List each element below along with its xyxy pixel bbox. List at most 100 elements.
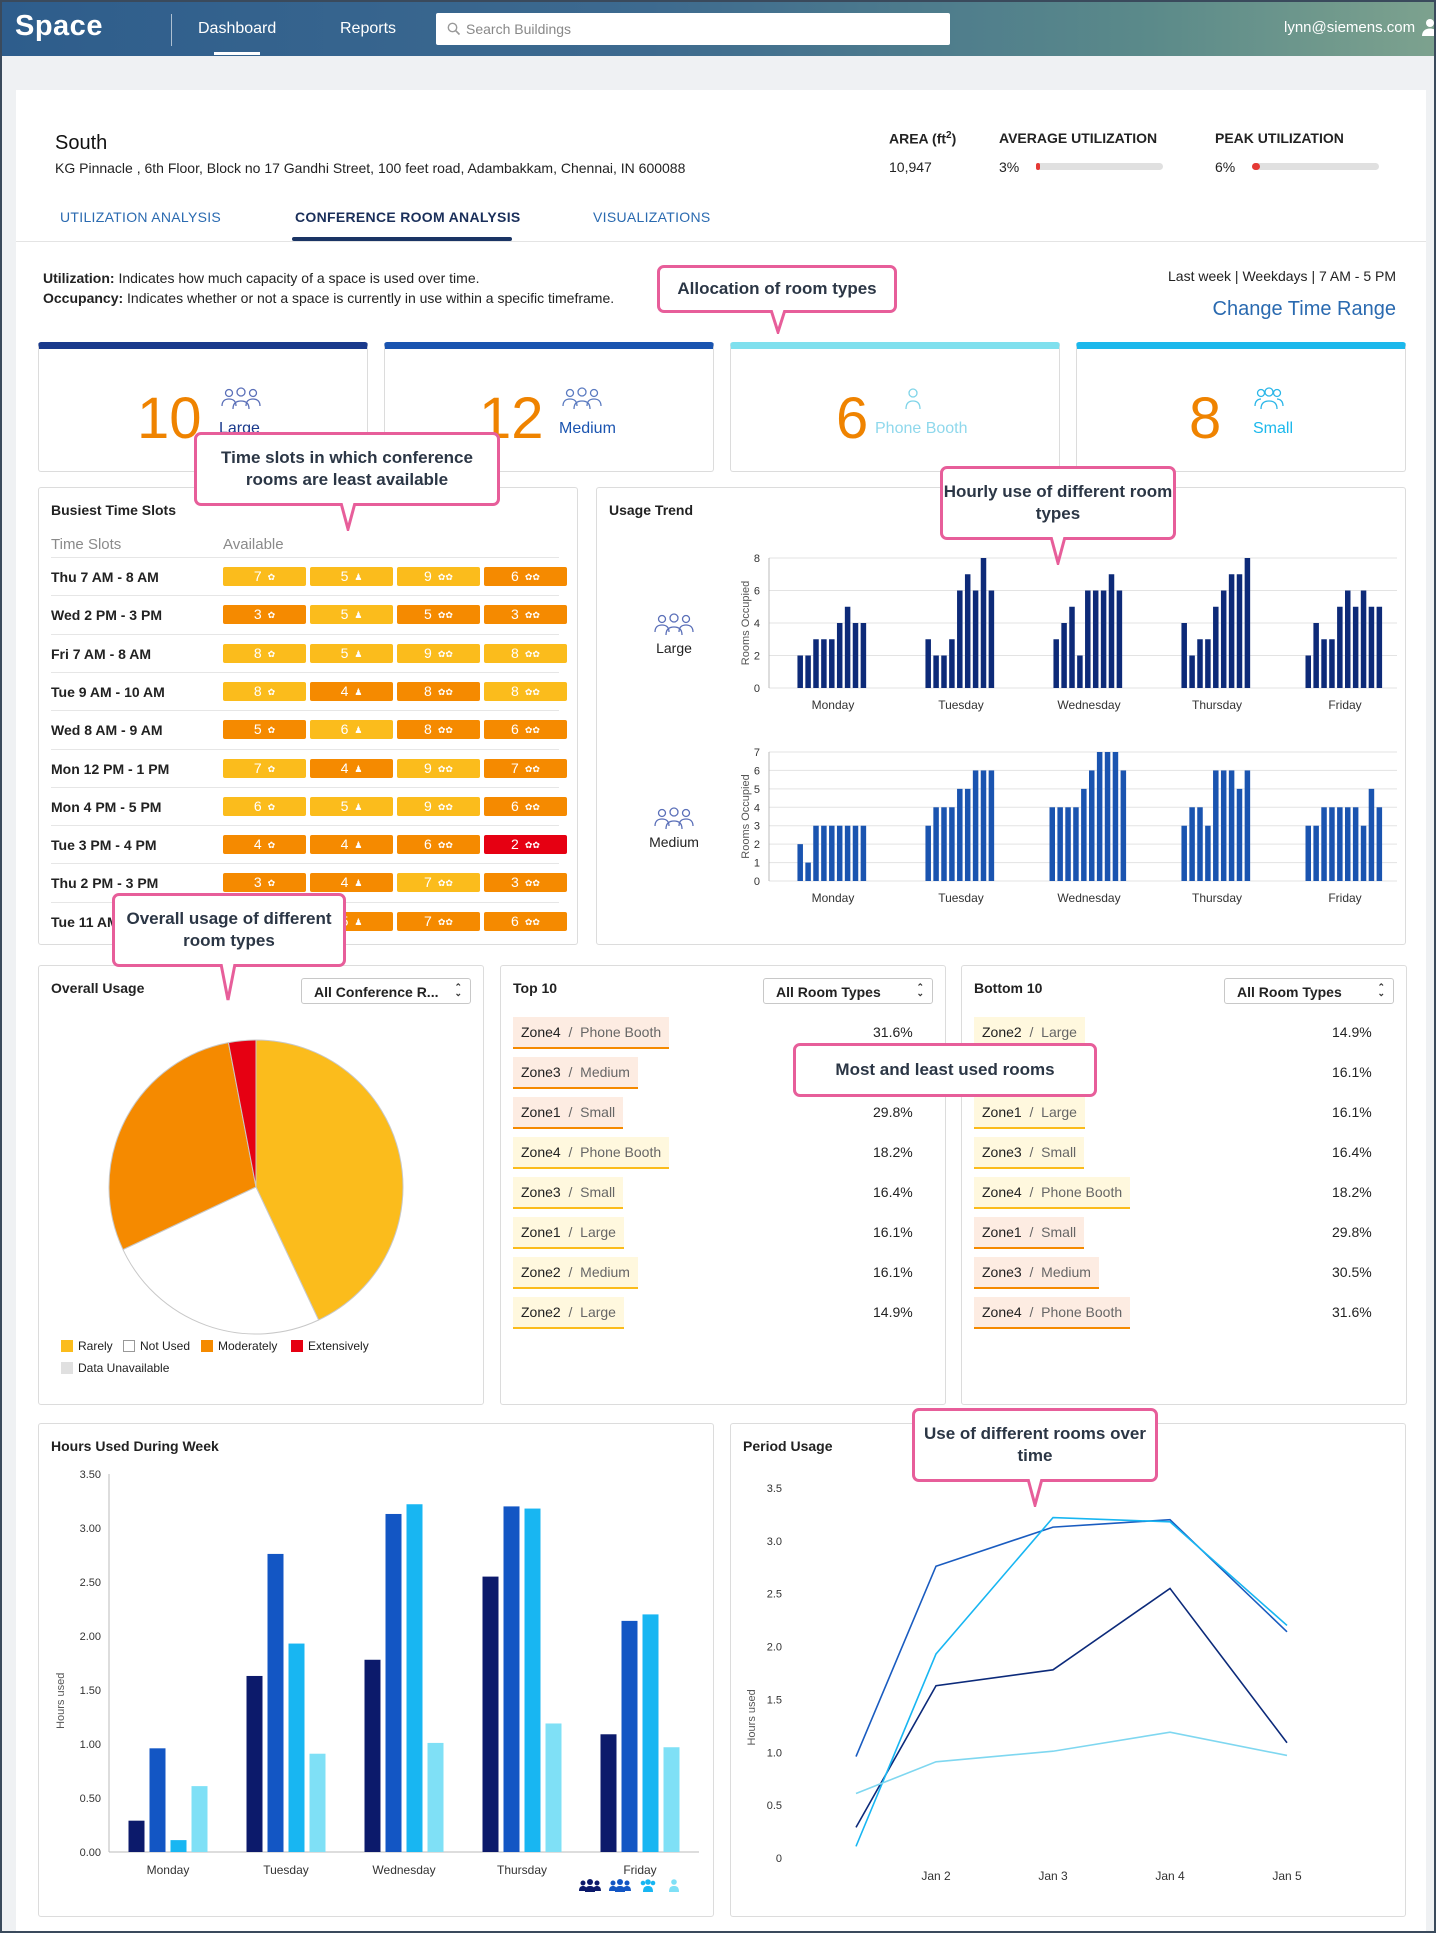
bar <box>813 639 819 688</box>
list-item[interactable]: Zone4 / Phone Booth 31.6% <box>974 1297 1394 1329</box>
change-time-range-link[interactable]: Change Time Range <box>1212 298 1396 320</box>
zone-tag: Zone2 / Large <box>513 1297 624 1329</box>
time-range-text: Last week | Weekdays | 7 AM - 5 PM <box>1168 268 1396 284</box>
table-row: Wed 2 PM - 3 PM 3 ✿ 5 ♟ 5 ✿✿ 3 ✿✿ <box>51 595 567 633</box>
availability-pill[interactable]: 8 ✿ <box>223 681 306 701</box>
legend-item: Data Unavailable <box>61 1361 169 1375</box>
availability-pill[interactable]: 9 ✿✿ <box>397 796 480 816</box>
availability-pill[interactable]: 6 ✿✿ <box>484 911 567 931</box>
availability-pill[interactable]: 8 ✿✿ <box>484 681 567 701</box>
availability-pill[interactable]: 6 ✿✿ <box>484 567 567 586</box>
list-item[interactable]: Zone2 / Large 14.9% <box>974 1017 1394 1049</box>
availability-pill[interactable]: 4 ♟ <box>310 835 393 855</box>
available-count: 6 <box>340 721 349 738</box>
user-email[interactable]: lynn@siemens.com <box>1284 19 1416 36</box>
availability-pill[interactable]: 3 ✿✿ <box>484 605 567 625</box>
availability-pill[interactable]: 5♟ <box>310 796 393 816</box>
table-row: Thu 7 AM - 8 AM 7 ✿ 5 ♟ 9 ✿✿ 6 ✿✿ <box>51 557 567 595</box>
availability-pill[interactable]: 9 ✿✿ <box>397 643 480 663</box>
availability-pill[interactable]: 8 ✿✿ <box>484 643 567 663</box>
list-item[interactable]: Zone3 / Small 16.4% <box>513 1177 933 1209</box>
list-item[interactable]: Zone1 / Large 16.1% <box>513 1217 933 1249</box>
list-item[interactable]: Zone4 / Phone Booth 31.6% <box>513 1017 933 1049</box>
availability-pill[interactable]: 8 ✿✿ <box>397 681 480 701</box>
available-count: 3 <box>253 874 262 891</box>
availability-pill[interactable]: 6 ✿✿ <box>484 796 567 816</box>
availability-pill[interactable]: 5♟ <box>310 643 393 663</box>
available-count: 8 <box>253 644 262 661</box>
search-input[interactable] <box>466 13 936 45</box>
availability-pill[interactable]: 7 ✿✿ <box>397 873 480 893</box>
app-logo[interactable]: Space <box>15 10 103 42</box>
list-item[interactable]: Zone1 / Large 16.1% <box>974 1097 1394 1129</box>
usage-percent: 16.4% <box>873 1184 913 1200</box>
availability-pill[interactable]: 9 ✿✿ <box>397 567 480 586</box>
availability-pill[interactable]: 4 ♟ <box>310 681 393 701</box>
availability-pill[interactable]: 8 ✿ <box>223 643 306 663</box>
room-type-card-small[interactable]: 8 Small <box>1076 342 1406 472</box>
availability-pill[interactable]: 6 ♟ <box>310 720 393 740</box>
list-item[interactable]: Zone4 / Phone Booth 18.2% <box>513 1137 933 1169</box>
availability-pill[interactable]: 2 ✿✿ <box>484 835 567 855</box>
tab-utilization-analysis[interactable]: UTILIZATION ANALYSIS <box>60 209 222 225</box>
medium-group-icon: ✿✿ <box>437 763 453 774</box>
y-tick-label: 0.50 <box>80 1793 101 1805</box>
availability-pill[interactable]: 5 ✿✿ <box>397 605 480 625</box>
search-box[interactable] <box>436 13 950 45</box>
callout-most-least: Most and least used rooms <box>793 1043 1097 1097</box>
top10-room-type-dropdown[interactable]: All Room Types <box>763 978 933 1004</box>
availability-pill[interactable]: 7 ✿✿ <box>397 911 480 931</box>
nav-reports[interactable]: Reports <box>340 20 397 37</box>
availability-pill[interactable]: 6 ✿✿ <box>397 835 480 855</box>
availability-pill[interactable]: 9 ✿✿ <box>397 758 480 778</box>
availability-pill[interactable]: 6 ✿ <box>223 796 306 816</box>
callout-overall: Overall usage of different room types <box>112 893 346 967</box>
availability-pill[interactable]: 8 ✿✿ <box>397 720 480 740</box>
list-item[interactable]: Zone4 / Phone Booth 18.2% <box>974 1177 1394 1209</box>
availability-pill[interactable]: 3✿ <box>223 873 306 893</box>
list-item[interactable]: Zone2 / Medium 16.1% <box>513 1257 933 1289</box>
separator: / <box>1021 1024 1042 1040</box>
available-count: 5 <box>340 644 349 661</box>
list-item[interactable]: Zone3 / Medium <box>513 1057 933 1089</box>
list-item[interactable]: Zone1 / Small 29.8% <box>974 1217 1394 1249</box>
availability-pill[interactable]: 7 ✿ <box>223 758 306 778</box>
availability-pill[interactable]: 5 ✿ <box>223 720 306 740</box>
bar <box>642 1614 659 1852</box>
tab-conference-room-analysis[interactable]: CONFERENCE ROOM ANALYSIS <box>295 209 521 225</box>
bar <box>1205 639 1211 688</box>
usage-trend-chart: Large Rooms Occupied 0 2 4 6 8 Monday Tuesday Wed… <box>649 553 1397 905</box>
bottom10-room-type-dropdown[interactable]: All Room Types <box>1224 978 1394 1004</box>
callout-timeslots: Time slots in which conference rooms are… <box>194 432 500 506</box>
x-tick-label: Jan 4 <box>1155 1869 1185 1883</box>
tab-visualizations[interactable]: VISUALIZATIONS <box>593 209 711 225</box>
availability-pill[interactable]: 4 ✿ <box>223 835 306 855</box>
usage-percent: 16.1% <box>873 1224 913 1240</box>
user-avatar-icon[interactable] <box>1422 18 1436 36</box>
bar <box>1337 606 1343 688</box>
bar <box>1181 623 1187 688</box>
availability-pill[interactable]: 6 ✿✿ <box>484 720 567 740</box>
room-type-card-phone-booth[interactable]: 6 Phone Booth <box>730 342 1060 472</box>
person-icon: ♟ <box>354 725 363 736</box>
availability-pill[interactable]: 5♟ <box>310 605 393 625</box>
list-item[interactable]: 16.1% <box>974 1057 1394 1085</box>
availability-pill[interactable]: 7 ✿ <box>223 567 306 586</box>
list-item[interactable]: Zone2 / Large 14.9% <box>513 1297 933 1329</box>
list-item[interactable]: Zone3 / Medium 30.5% <box>974 1257 1394 1289</box>
availability-pill[interactable]: 7 ✿✿ <box>484 758 567 778</box>
availability-pill[interactable]: 4 ♟ <box>310 873 393 893</box>
zone-name: Zone1 <box>982 1224 1022 1240</box>
bar <box>829 639 835 688</box>
list-item[interactable]: Zone3 / Small 16.4% <box>974 1137 1394 1169</box>
available-count: 8 <box>424 721 432 738</box>
small-group-icon: ✿✿ <box>524 878 540 889</box>
availability-pill[interactable]: 3✿ <box>223 605 306 625</box>
availability-pill[interactable]: 4 ♟ <box>310 758 393 778</box>
conference-room-dropdown[interactable]: All Conference R... <box>301 978 471 1004</box>
availability-pill[interactable]: 3 ✿✿ <box>484 873 567 893</box>
nav-dashboard[interactable]: Dashboard <box>198 20 277 55</box>
room-type-card-medium[interactable]: 12 Medium <box>384 342 714 472</box>
availability-pill[interactable]: 5♟ <box>310 567 393 586</box>
list-item[interactable]: Zone1 / Small 29.8% <box>513 1097 933 1129</box>
